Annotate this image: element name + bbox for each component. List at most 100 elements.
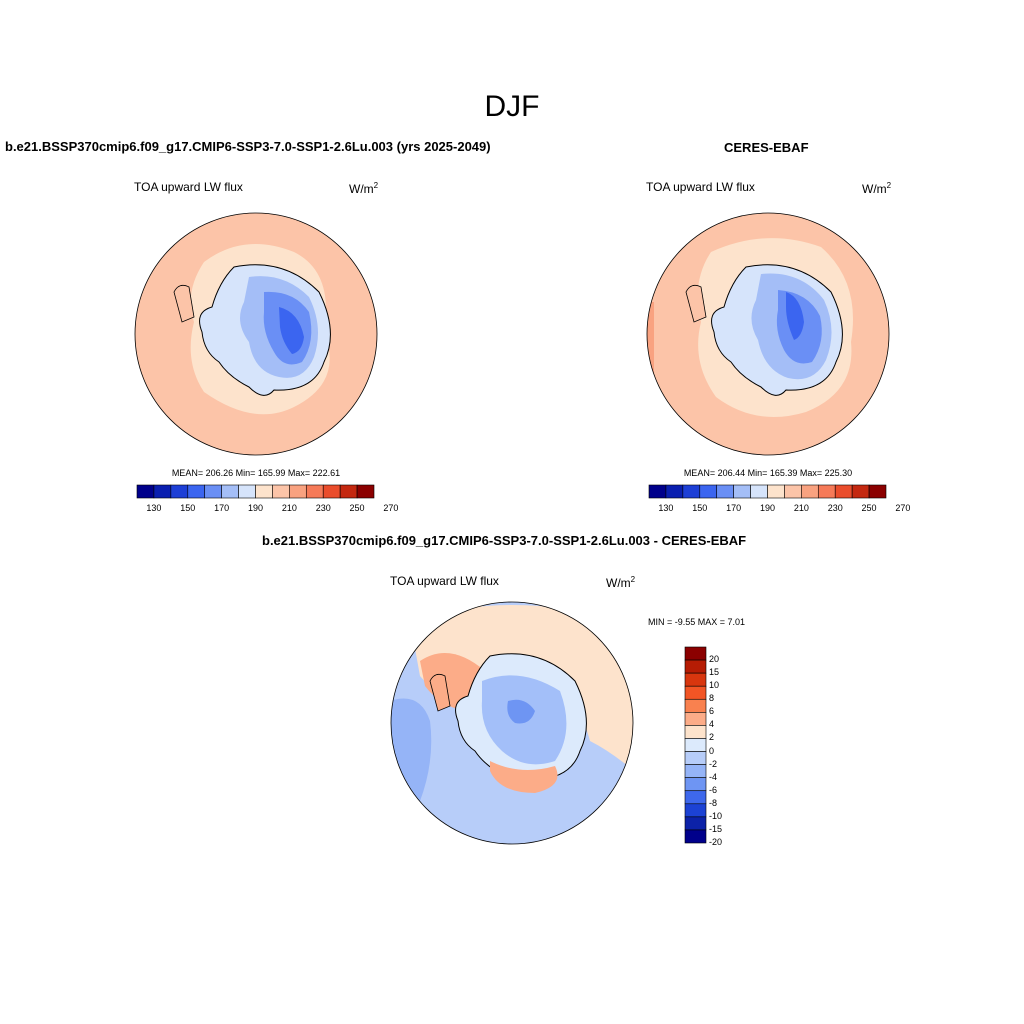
obs-colorbar-bin xyxy=(784,484,802,499)
model-colorbar-tick-label: 130 xyxy=(146,503,162,513)
diff-map-border xyxy=(390,601,634,845)
diff-colorbar-bin xyxy=(684,777,707,792)
model-panel-title: b.e21.BSSP370cmip6.f09_g17.CMIP6-SSP3-7.… xyxy=(5,139,491,154)
diff-coastal-warm-field xyxy=(490,761,558,793)
diff-colorbar-bin xyxy=(684,698,707,713)
model-colorbar-bin xyxy=(221,484,239,499)
model-colorbar xyxy=(136,484,375,499)
model-colorbar-tick-label: 150 xyxy=(180,503,196,513)
obs-colorbar-bin xyxy=(699,484,718,499)
diff-colorbar-tick-label: -6 xyxy=(709,784,718,795)
model-colorbar-bin xyxy=(289,484,307,499)
model-units-label: W/m2 xyxy=(349,181,379,196)
diff-peninsula-outline xyxy=(429,673,451,712)
model-colorbar-bin xyxy=(136,484,155,499)
model-colorbar-bin xyxy=(356,484,375,499)
diff-colorbar-bin xyxy=(684,829,707,844)
diff-colorbar-tick-label: -10 xyxy=(709,810,723,821)
obs-colorbar-tick-label: 270 xyxy=(895,503,911,513)
figure-title: DJF xyxy=(484,90,540,123)
model-colorbar-bin xyxy=(255,484,273,499)
obs-colorbar-tick-label: 230 xyxy=(827,503,843,513)
model-plateau-field-3 xyxy=(279,307,304,354)
diff-colorbar-tick-label: -4 xyxy=(709,771,718,782)
model-colorbar-bin xyxy=(153,484,172,499)
diff-colorbar-tick-label: -8 xyxy=(709,797,718,808)
diff-colorbar-bin xyxy=(684,659,707,674)
obs-colorbar-tick-label: 250 xyxy=(861,503,877,513)
diff-colorbar-bin xyxy=(684,646,707,661)
obs-colorbar xyxy=(648,484,887,499)
diff-colorbar-tick-label: 15 xyxy=(709,667,720,678)
model-colorbar-tick-label: 270 xyxy=(383,503,399,513)
diff-polar-map xyxy=(390,601,634,845)
obs-colorbar-bin xyxy=(648,484,667,499)
obs-panel-title: CERES-EBAF xyxy=(724,140,809,155)
model-colorbar-bin xyxy=(322,484,341,499)
model-colorbar-tick-label: 230 xyxy=(315,503,331,513)
obs-polar-map xyxy=(646,212,890,456)
diff-variable-label: TOA upward LW flux xyxy=(390,574,499,588)
model-colorbar-bin xyxy=(238,484,256,499)
diff-colorbar-bin xyxy=(684,816,707,831)
diff-colorbar-bin xyxy=(684,725,707,739)
obs-colorbar-bin xyxy=(767,484,785,499)
diff-units-label: W/m2 xyxy=(606,575,636,590)
obs-colorbar-bin xyxy=(682,484,701,499)
diff-colorbar-tick-label: 20 xyxy=(709,654,720,665)
obs-colorbar-bin xyxy=(716,484,734,499)
obs-colorbar-tick-label: 130 xyxy=(658,503,674,513)
diff-colorbar-tick-label: -20 xyxy=(709,837,723,847)
diff-northern-warm-field xyxy=(410,605,633,771)
obs-peninsula-outline xyxy=(685,284,707,323)
obs-variable-label: TOA upward LW flux xyxy=(646,180,755,194)
diff-colorbar-tick-label: -15 xyxy=(709,823,723,834)
model-colorbar-bin xyxy=(272,484,290,499)
obs-colorbar-bin xyxy=(868,484,887,499)
obs-units-label: W/m2 xyxy=(862,181,892,196)
model-colorbar-bin xyxy=(170,484,189,499)
model-polar-map xyxy=(134,212,378,456)
obs-colorbar-tick-label: 170 xyxy=(726,503,742,513)
obs-colorbar-tick-label: 210 xyxy=(793,503,809,513)
diff-colorbar-tick-label: 0 xyxy=(709,745,715,756)
diff-plateau-core-field xyxy=(507,699,535,724)
obs-colorbar-bin xyxy=(665,484,684,499)
model-stats-label: MEAN= 206.26 Min= 165.99 Max= 222.61 xyxy=(171,468,341,478)
diff-colorbar-tick-label: 6 xyxy=(709,706,715,717)
obs-plateau-field-3 xyxy=(786,292,804,340)
diff-colorbar-bin xyxy=(684,764,707,778)
obs-colorbar-tick-label: 150 xyxy=(692,503,708,513)
diff-colorbar-bin xyxy=(684,712,707,726)
obs-edge-field xyxy=(647,302,654,382)
model-colorbar-tick-label: 190 xyxy=(247,503,264,513)
obs-stats-label: MEAN= 206.44 Min= 165.39 Max= 225.30 xyxy=(683,468,853,478)
diff-stats-label: MIN = -9.55 MAX = 7.01 xyxy=(648,617,746,627)
obs-colorbar-bin xyxy=(817,484,836,499)
model-colorbar-tick-label: 250 xyxy=(349,503,365,513)
obs-colorbar-bin xyxy=(750,484,768,499)
diff-colorbar-tick-label: 2 xyxy=(709,732,715,743)
obs-colorbar-bin xyxy=(733,484,751,499)
obs-colorbar-bin xyxy=(801,484,819,499)
model-colorbar-bin xyxy=(305,484,324,499)
diff-colorbar-bin xyxy=(684,685,707,700)
diff-colorbar-tick-label: 8 xyxy=(709,693,715,704)
obs-colorbar-tick-label: 190 xyxy=(759,503,776,513)
diff-colorbar-tick-label: 10 xyxy=(709,680,720,691)
diff-colorbar-bin xyxy=(684,803,707,818)
diff-colorbar-bin xyxy=(684,751,707,765)
diff-colorbar-tick-label: 4 xyxy=(709,719,715,730)
model-map-border xyxy=(134,212,378,456)
model-colorbar-bin xyxy=(339,484,358,499)
model-colorbar-tick-label: 170 xyxy=(214,503,230,513)
obs-colorbar-bin xyxy=(834,484,853,499)
diff-colorbar xyxy=(684,646,707,844)
model-colorbar-tick-label: 210 xyxy=(281,503,297,513)
diff-colorbar-bin xyxy=(684,672,707,687)
model-variable-label: TOA upward LW flux xyxy=(134,180,243,194)
diff-colorbar-bin xyxy=(684,738,707,752)
diff-colorbar-bin xyxy=(684,790,707,805)
model-colorbar-bin xyxy=(187,484,206,499)
obs-colorbar-bin xyxy=(851,484,870,499)
